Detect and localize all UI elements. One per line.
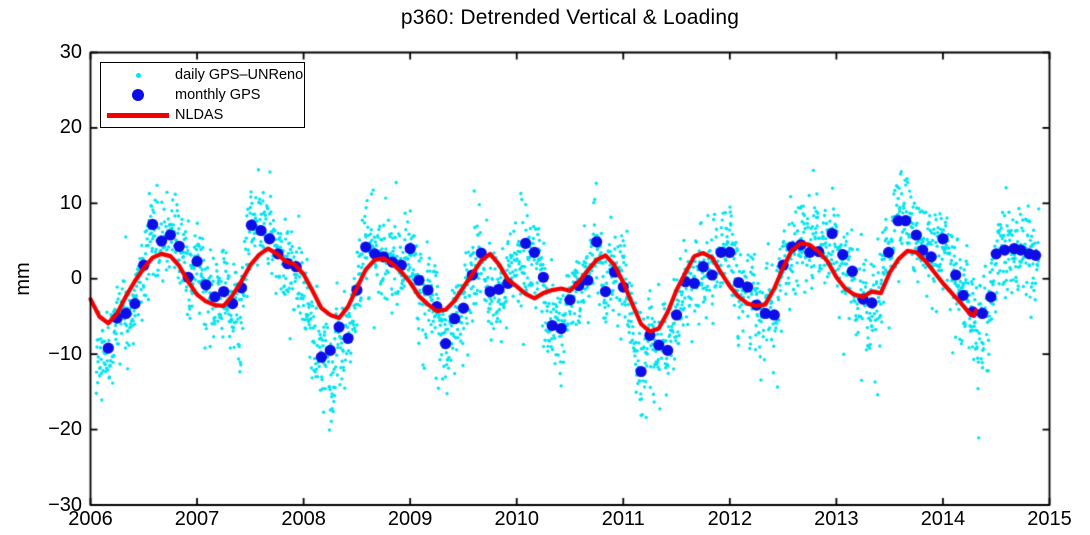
monthly-marker-cell xyxy=(101,89,175,101)
legend-item-daily: daily GPS–UNReno xyxy=(101,65,304,85)
legend-item-monthly: monthly GPS xyxy=(101,85,304,105)
legend-label-monthly: monthly GPS xyxy=(175,87,261,103)
chart-title: p360: Detrended Vertical & Loading xyxy=(400,6,740,29)
x-tick-label: 2012 xyxy=(707,508,753,530)
y-tick-label: 0 xyxy=(70,267,82,290)
nldas-line-icon xyxy=(107,112,169,118)
x-tick-label: 2014 xyxy=(920,508,966,530)
x-tick-label: 2010 xyxy=(494,508,539,530)
y-tick-label: 30 xyxy=(59,41,82,63)
y-tick-label: 10 xyxy=(59,191,82,214)
x-tick-label: 2007 xyxy=(174,508,220,530)
x-tick-label: 2013 xyxy=(814,508,859,530)
legend-item-nldas: NLDAS xyxy=(101,105,304,125)
daily-marker-cell xyxy=(101,72,175,78)
x-tick-label: 2006 xyxy=(68,508,113,530)
monthly-dot-icon xyxy=(132,89,144,101)
y-tick-label: −20 xyxy=(48,418,82,441)
x-tick-label: 2015 xyxy=(1027,508,1072,530)
x-tick-label: 2011 xyxy=(601,508,645,530)
legend-label-nldas: NLDAS xyxy=(175,107,224,123)
y-tick-label: −30 xyxy=(48,493,82,516)
nldas-marker-cell xyxy=(101,112,175,118)
legend: daily GPS–UNReno monthly GPS NLDAS xyxy=(100,62,305,128)
legend-label-daily: daily GPS–UNReno xyxy=(175,67,304,83)
y-tick-label: 20 xyxy=(59,116,82,139)
x-tick-label: 2009 xyxy=(387,508,433,530)
y-tick-label: −10 xyxy=(48,342,82,365)
daily-dot-icon xyxy=(135,72,141,78)
x-tick-label: 2008 xyxy=(281,508,326,530)
